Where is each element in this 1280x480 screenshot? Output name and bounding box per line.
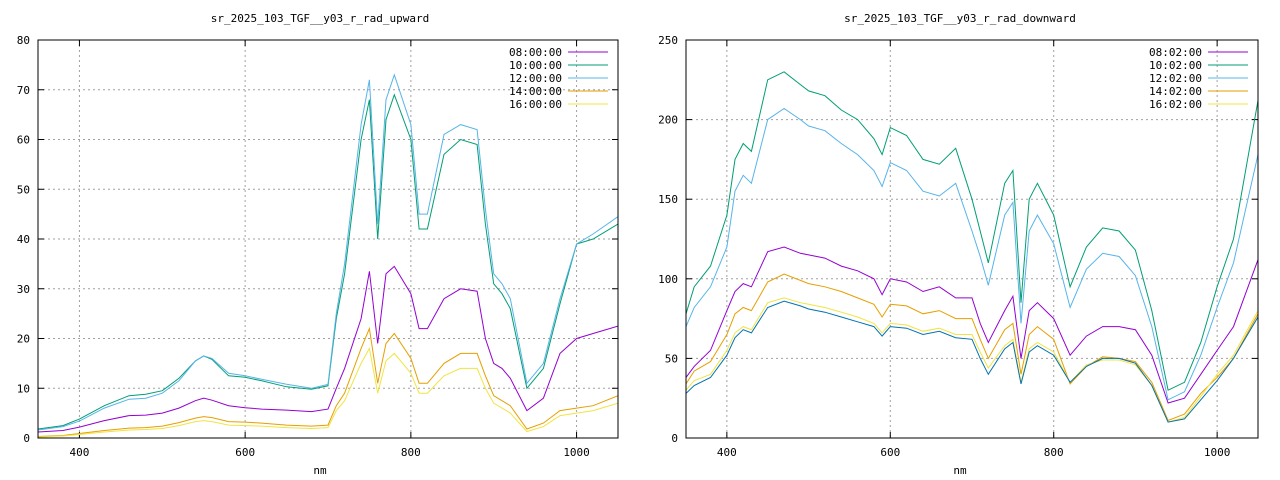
x-tick-label: 1000 xyxy=(563,446,590,459)
y-tick-label: 40 xyxy=(17,233,30,246)
x-tick-label: 400 xyxy=(717,446,737,459)
plot-border xyxy=(37,39,619,439)
series-line xyxy=(38,265,618,433)
x-tick-label: 800 xyxy=(401,446,421,459)
series-line xyxy=(686,297,1258,423)
legend-label: 08:00:00 xyxy=(509,46,562,59)
y-tick-label: 70 xyxy=(17,84,30,97)
x-tick-label: 600 xyxy=(880,446,900,459)
y-tick-label: 60 xyxy=(17,134,30,147)
upward-radiance-chart: sr_2025_103_TGF__y03_r_rad_upward 400 600… xyxy=(17,12,619,477)
y-tick-label: 20 xyxy=(17,333,30,346)
series-line xyxy=(686,300,1258,423)
x-axis-label: nm xyxy=(953,464,967,477)
y-tick-label: 150 xyxy=(658,193,678,206)
series-line xyxy=(38,73,618,431)
chart-title: sr_2025_103_TGF__y03_r_rad_upward xyxy=(210,12,430,25)
legend-label: 12:02:00 xyxy=(1149,72,1202,85)
legend-label: 16:00:00 xyxy=(509,98,562,111)
y-tick-label: 80 xyxy=(17,34,30,47)
series-line xyxy=(38,93,618,430)
y-tick-label: 0 xyxy=(671,432,678,445)
y-tick-label: 30 xyxy=(17,283,30,296)
x-tick-label: 400 xyxy=(69,446,89,459)
y-tick-label: 10 xyxy=(17,382,30,395)
y-tick-label: 200 xyxy=(658,114,678,127)
legend-label: 14:02:00 xyxy=(1149,85,1202,98)
upward-plot: 400 600 800 1000 0 10 20 30 40 50 60 70 80 08:00:0010… xyxy=(17,34,619,459)
legend-label: 14:00:00 xyxy=(509,85,562,98)
series-line xyxy=(686,246,1258,404)
plot-border xyxy=(685,39,1259,439)
x-tick-label: 800 xyxy=(1044,446,1064,459)
y-tick-label: 50 xyxy=(665,352,678,365)
legend-label: 08:02:00 xyxy=(1149,46,1202,59)
grid xyxy=(38,40,618,438)
y-tick-label: 0 xyxy=(23,432,30,445)
x-axis-label: nm xyxy=(313,464,327,477)
series-line xyxy=(686,71,1258,391)
x-tick-label: 1000 xyxy=(1204,446,1231,459)
legend-label: 12:00:00 xyxy=(509,72,562,85)
y-tick-label: 50 xyxy=(17,183,30,196)
legend-label: 10:00:00 xyxy=(509,59,562,72)
downward-radiance-chart: sr_2025_103_TGF__y03_r_rad_downward 400 6… xyxy=(640,0,1280,480)
series-line xyxy=(686,273,1258,422)
x-tick-label: 600 xyxy=(235,446,255,459)
legend-label: 16:02:00 xyxy=(1149,98,1202,111)
y-tick-label: 250 xyxy=(658,34,678,47)
series-group xyxy=(686,71,1258,423)
downward-plot: 400 600 800 1000 0 50 100 150 200 250 08:02:0010:0… xyxy=(658,34,1259,459)
series-group xyxy=(38,73,618,438)
y-tick-label: 100 xyxy=(658,273,678,286)
series-line xyxy=(686,107,1258,401)
chart-title: sr_2025_103_TGF__y03_r_rad_downward xyxy=(844,12,1076,25)
legend-label: 10:02:00 xyxy=(1149,59,1202,72)
series-line xyxy=(38,346,618,438)
series-line xyxy=(38,326,618,437)
